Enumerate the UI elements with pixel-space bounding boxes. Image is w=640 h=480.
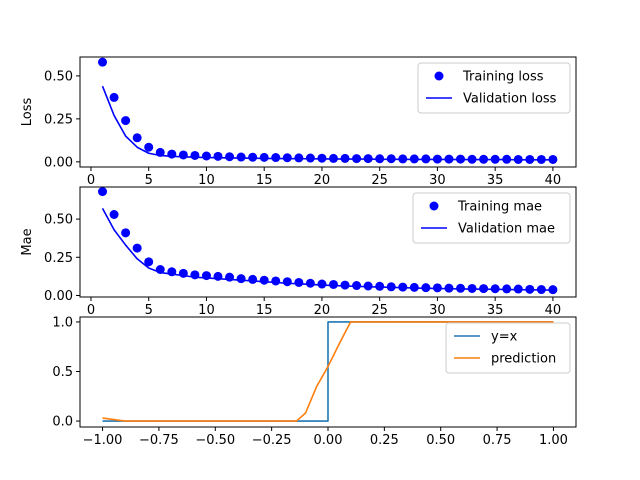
data-point — [282, 153, 292, 163]
data-point — [271, 276, 281, 286]
legend-label: prediction — [491, 352, 556, 367]
data-point — [271, 153, 281, 163]
data-point — [259, 152, 269, 162]
legend-label: y=x — [491, 330, 518, 345]
legend-label: Training loss — [462, 70, 544, 85]
data-point — [236, 274, 246, 284]
data-point — [98, 187, 108, 197]
x-tick-label: 25 — [371, 303, 388, 318]
x-tick-label: 10 — [198, 303, 215, 318]
x-tick-label: 40 — [545, 173, 562, 188]
legend-marker — [429, 201, 439, 211]
data-point — [213, 151, 223, 161]
legend-box — [417, 62, 571, 114]
data-point — [132, 133, 142, 143]
x-tick-label: 30 — [429, 303, 446, 318]
x-tick-label: 0.00 — [314, 433, 343, 448]
y-tick-label: 0.00 — [44, 155, 73, 170]
x-tick-label: −0.75 — [139, 433, 179, 448]
data-point — [121, 228, 131, 238]
legend-marker — [434, 71, 444, 81]
data-point — [98, 57, 108, 67]
subplot-3: −1.00 −0.75 −0.50 −0.25 0.00 0.25 0.50 0.75 1.00… — [52, 315, 577, 448]
data-point — [248, 152, 258, 162]
data-point — [201, 151, 211, 161]
legend: Training loss Validation loss — [417, 62, 571, 114]
y-tick-label: 0.0 — [52, 415, 73, 430]
legend-box — [412, 192, 571, 244]
x-tick-label: 25 — [371, 173, 388, 188]
data-point — [340, 280, 350, 290]
y-tick-label: 0.25 — [44, 112, 73, 127]
x-tick-label: −0.25 — [252, 433, 292, 448]
data-point — [248, 274, 258, 284]
data-point — [178, 150, 188, 160]
legend: y=x prediction — [445, 322, 571, 374]
x-tick-label: −0.50 — [195, 433, 235, 448]
series-line-2 — [102, 321, 554, 422]
data-point — [305, 278, 315, 288]
series-line-2 — [101, 208, 553, 291]
data-point — [132, 243, 142, 253]
legend: Training mae Validation mae — [412, 192, 571, 244]
legend-label: Validation mae — [458, 222, 555, 237]
data-point — [121, 116, 131, 126]
x-tick-label: −1.00 — [83, 433, 123, 448]
data-point — [144, 257, 154, 267]
y-tick-label: 1.0 — [52, 315, 73, 330]
data-point — [259, 275, 269, 285]
x-tick-label: 0.25 — [370, 433, 399, 448]
y-tick-label: 0.5 — [52, 365, 73, 380]
data-point — [109, 210, 119, 219]
data-point — [317, 279, 327, 289]
legend-label: Training mae — [457, 200, 542, 215]
x-tick-label: 15 — [256, 303, 273, 318]
x-tick-label: 0 — [87, 173, 95, 188]
x-tick-label: 40 — [545, 303, 562, 318]
x-tick-label: 35 — [487, 303, 504, 318]
axes-frame — [79, 186, 577, 298]
x-tick-label: 1.00 — [539, 433, 568, 448]
x-tick-label: 5 — [145, 173, 153, 188]
data-point — [190, 150, 200, 160]
y-axis-label: Loss — [20, 98, 35, 127]
x-tick-label: 10 — [198, 173, 215, 188]
x-tick-label: 20 — [314, 173, 331, 188]
x-tick-label: 15 — [256, 173, 273, 188]
x-tick-label: 30 — [429, 173, 446, 188]
x-tick-label: 5 — [145, 303, 153, 318]
y-tick-label: 0.50 — [44, 69, 73, 84]
y-tick-label: 0.00 — [44, 289, 73, 304]
y-tick-label: 0.25 — [44, 251, 73, 266]
axes-frame — [79, 56, 577, 168]
data-point — [225, 152, 235, 162]
data-point — [282, 277, 292, 287]
data-point — [328, 279, 338, 289]
data-point — [294, 153, 304, 163]
y-axis-label: Mae — [20, 228, 35, 255]
data-point — [294, 277, 304, 287]
y-tick-label: 0.50 — [44, 213, 73, 228]
data-point — [109, 92, 119, 102]
legend-label: Validation loss — [463, 92, 557, 107]
x-tick-label: 0 — [87, 303, 95, 318]
x-tick-label: 0.75 — [483, 433, 512, 448]
data-point — [144, 142, 154, 152]
x-tick-label: 20 — [314, 303, 331, 318]
subplot-2: 0 5 10 15 20 25 30 35 40 0.00 0.25 0.50 Mae Training … — [20, 186, 577, 318]
series-line-2 — [101, 85, 553, 161]
x-tick-label: 0.50 — [426, 433, 455, 448]
subplot-1: 0 5 10 15 20 25 30 35 40 0.00 0.25 0.50 Loss Training… — [20, 56, 577, 188]
data-point — [236, 152, 246, 162]
x-tick-label: 35 — [487, 173, 504, 188]
